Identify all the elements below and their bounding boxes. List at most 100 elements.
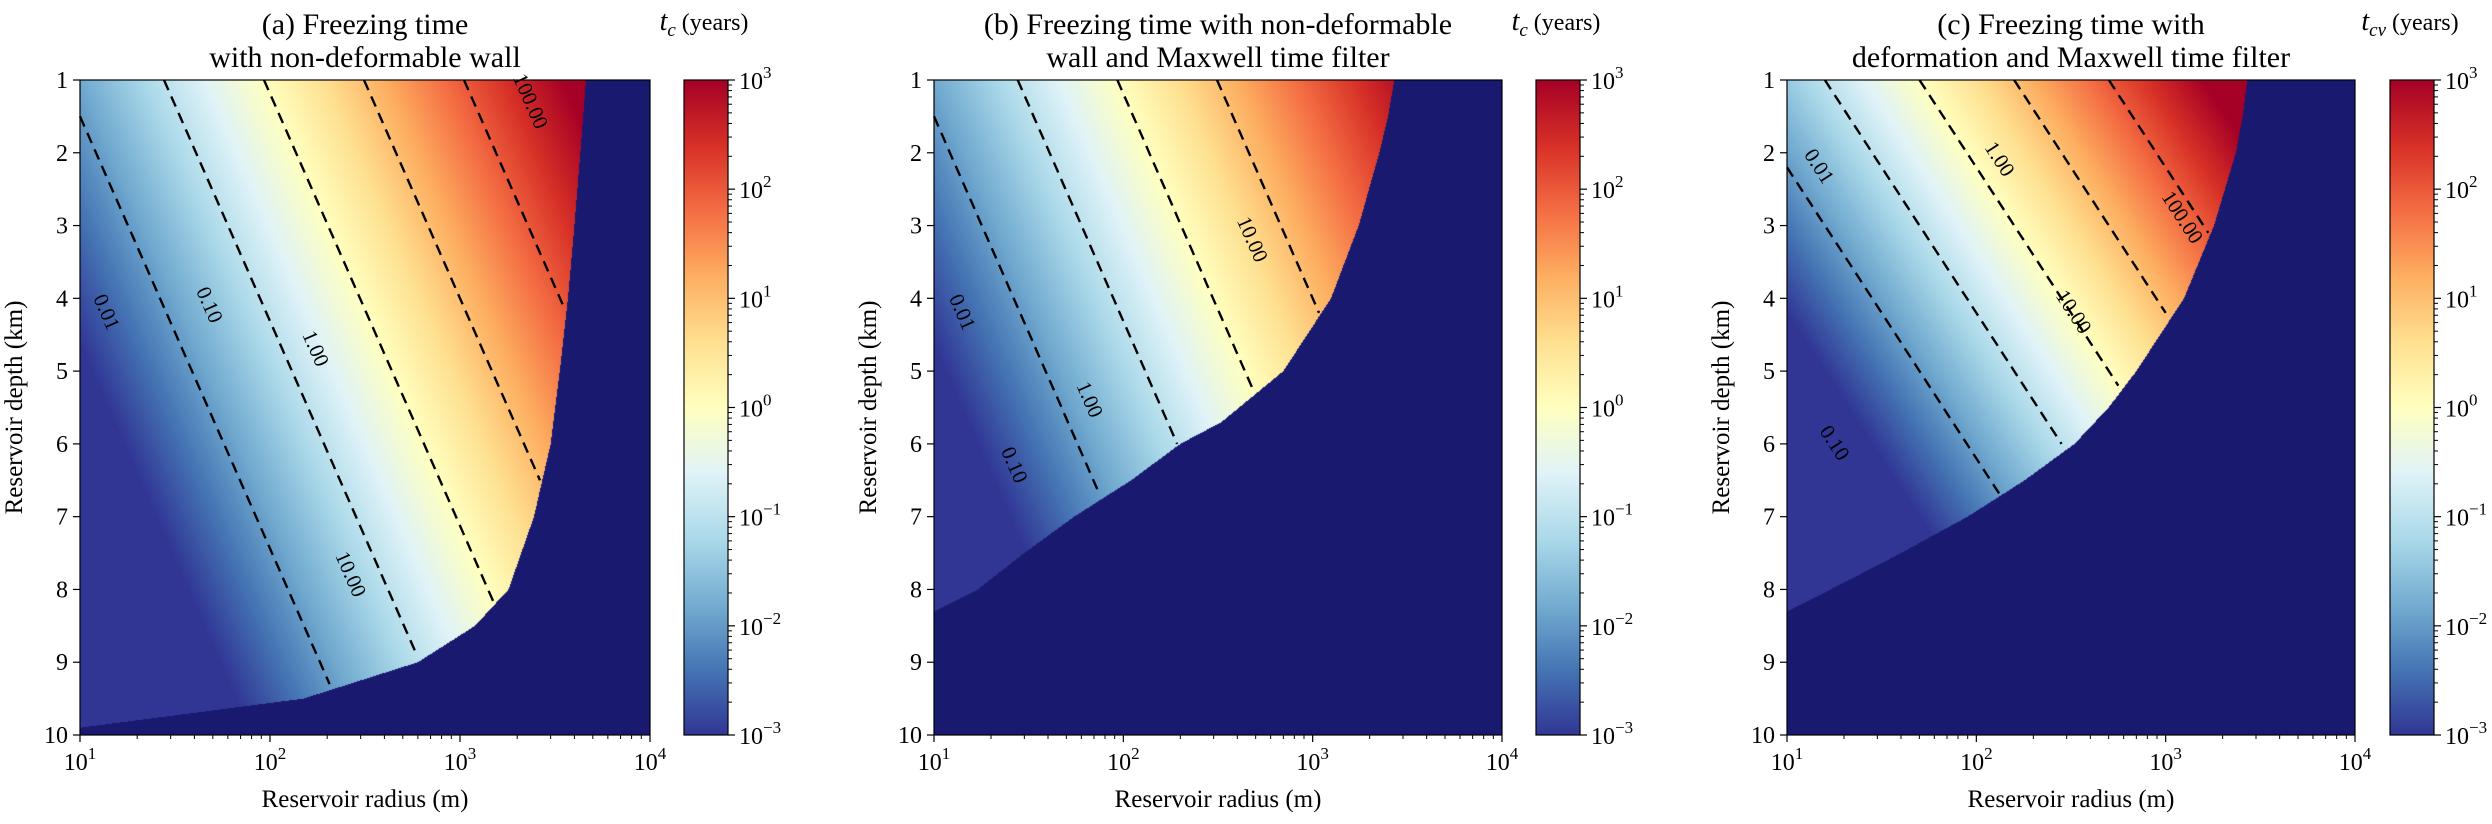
colorbar-label: tc (years) bbox=[1512, 6, 1601, 41]
x-tick-label: 102 bbox=[1960, 744, 1993, 776]
x-tick-label: 104 bbox=[634, 744, 667, 776]
y-tick-label: 4 bbox=[56, 286, 68, 312]
colorbar-tick-label: 101 bbox=[739, 281, 772, 313]
y-tick-label: 9 bbox=[1763, 650, 1775, 676]
contour-line bbox=[1918, 79, 2120, 387]
colorbar-tick-label: 10−2 bbox=[2445, 609, 2487, 641]
x-tick-label: 104 bbox=[2339, 744, 2372, 776]
y-tick-label: 6 bbox=[1763, 432, 1775, 458]
x-axis: 101 102 103 104 Reservoir radius (m) bbox=[1771, 735, 2372, 813]
y-tick-label: 2 bbox=[56, 141, 68, 167]
x-axis-label: Reservoir radius (m) bbox=[1968, 786, 2175, 813]
colorbar: 103 102 101 100 10−1 10−2 10−3 tcv (years) bbox=[2361, 6, 2487, 750]
x-tick-label: 102 bbox=[1107, 744, 1140, 776]
colorbar-tick-label: 10−2 bbox=[739, 609, 781, 641]
y-tick-label: 7 bbox=[56, 505, 68, 531]
x-tick-label: 101 bbox=[1771, 744, 1804, 776]
contour-line bbox=[262, 79, 496, 605]
contour-line bbox=[1215, 79, 1321, 314]
y-axis-label: Reservoir depth (km) bbox=[1, 301, 28, 515]
y-tick-label: 1 bbox=[56, 68, 68, 94]
y-tick-label: 5 bbox=[910, 359, 922, 385]
y-tick-label: 10 bbox=[1751, 723, 1775, 749]
contour-line bbox=[1116, 79, 1256, 394]
colorbar: 103 102 101 100 10−1 10−2 10−3 tc (years) bbox=[1512, 6, 1634, 750]
x-tick-label: 102 bbox=[254, 744, 287, 776]
heatmap-image bbox=[80, 80, 650, 735]
y-tick-label: 4 bbox=[910, 286, 922, 312]
colorbar-label: tcv (years) bbox=[2361, 6, 2458, 41]
x-axis-label: Reservoir radius (m) bbox=[1115, 786, 1322, 813]
y-axis-label: Reservoir depth (km) bbox=[855, 301, 882, 515]
y-tick-label: 1 bbox=[910, 68, 922, 94]
colorbar-tick-label: 103 bbox=[1591, 63, 1624, 95]
colorbar-tick-label: 103 bbox=[739, 63, 772, 95]
y-tick-label: 8 bbox=[56, 577, 68, 603]
colorbar-tick-label: 10−3 bbox=[2445, 718, 2487, 750]
contour-line bbox=[1785, 166, 2002, 496]
title-line: (b) Freezing time with non-deformable bbox=[984, 8, 1452, 41]
x-axis: 101 102 103 104 Reservoir radius (m) bbox=[64, 735, 667, 813]
colorbar-tick-label: 10−3 bbox=[1591, 718, 1633, 750]
y-axis: 1 2 3 4 5 6 7 8 9 10 Reservoir depth (km) bbox=[855, 68, 934, 749]
heatmap-image bbox=[934, 80, 1502, 735]
colorbar-tick-label: 102 bbox=[2445, 172, 2478, 204]
colorbar-tick-label: 102 bbox=[739, 172, 772, 204]
x-tick-label: 101 bbox=[918, 744, 951, 776]
y-tick-label: 2 bbox=[1763, 141, 1775, 167]
title-line: with non-deformable wall bbox=[209, 41, 521, 74]
y-tick-label: 6 bbox=[910, 432, 922, 458]
plot-frame bbox=[933, 79, 1503, 736]
colorbar-tick-label: 101 bbox=[2445, 281, 2478, 313]
x-axis: 101 102 103 104 Reservoir radius (m) bbox=[918, 735, 1519, 813]
colorbar-gradient bbox=[683, 79, 729, 736]
colorbar-tick-label: 101 bbox=[1591, 281, 1624, 313]
panel-title: (b) Freezing time with non-deformablewal… bbox=[984, 8, 1452, 74]
title-line: deformation and Maxwell time filter bbox=[1852, 41, 2290, 74]
contour-line bbox=[462, 79, 565, 307]
colorbar-tick-label: 102 bbox=[1591, 172, 1624, 204]
colorbar: 103 102 101 100 10−1 10−2 10−3 tc (years) bbox=[660, 6, 782, 750]
y-tick-label: 2 bbox=[910, 141, 922, 167]
colorbar-tick-label: 103 bbox=[2445, 63, 2478, 95]
y-tick-label: 8 bbox=[1763, 577, 1775, 603]
y-axis: 1 2 3 4 5 6 7 8 9 10 Reservoir depth (km) bbox=[1708, 68, 1787, 749]
colorbar-tick-label: 100 bbox=[2445, 391, 2478, 423]
colorbar-label: tc (years) bbox=[660, 6, 749, 41]
y-tick-label: 6 bbox=[56, 432, 68, 458]
title-line: (c) Freezing time with bbox=[1937, 8, 2204, 41]
colorbar-gradient bbox=[2389, 79, 2435, 736]
y-tick-label: 9 bbox=[56, 650, 68, 676]
x-tick-label: 103 bbox=[1296, 744, 1329, 776]
y-tick-label: 9 bbox=[910, 650, 922, 676]
contour-line bbox=[78, 115, 331, 685]
x-axis-label: Reservoir radius (m) bbox=[262, 786, 469, 813]
colorbar-tick-label: 10−2 bbox=[1591, 609, 1633, 641]
contour-line bbox=[1016, 79, 1179, 445]
colorbar-tick-label: 10−3 bbox=[739, 718, 781, 750]
y-axis: 1 2 3 4 5 6 7 8 9 10 Reservoir depth (km) bbox=[1, 68, 80, 749]
contour-line bbox=[2107, 79, 2210, 234]
x-tick-label: 103 bbox=[2149, 744, 2182, 776]
contour-line bbox=[362, 79, 542, 481]
heatmap-image bbox=[1787, 80, 2355, 735]
y-tick-label: 8 bbox=[910, 577, 922, 603]
y-tick-label: 3 bbox=[56, 214, 68, 240]
contour-line bbox=[932, 115, 1101, 496]
y-tick-label: 1 bbox=[1763, 68, 1775, 94]
y-tick-label: 4 bbox=[1763, 286, 1775, 312]
contour-line bbox=[1823, 79, 2063, 445]
colorbar-tick-label: 10−1 bbox=[1591, 500, 1633, 532]
y-tick-label: 3 bbox=[1763, 214, 1775, 240]
colorbar-tick-label: 10−1 bbox=[739, 500, 781, 532]
y-tick-label: 5 bbox=[1763, 359, 1775, 385]
y-tick-label: 10 bbox=[44, 723, 68, 749]
colorbar-tick-label: 10−1 bbox=[2445, 500, 2487, 532]
x-tick-label: 101 bbox=[64, 744, 97, 776]
